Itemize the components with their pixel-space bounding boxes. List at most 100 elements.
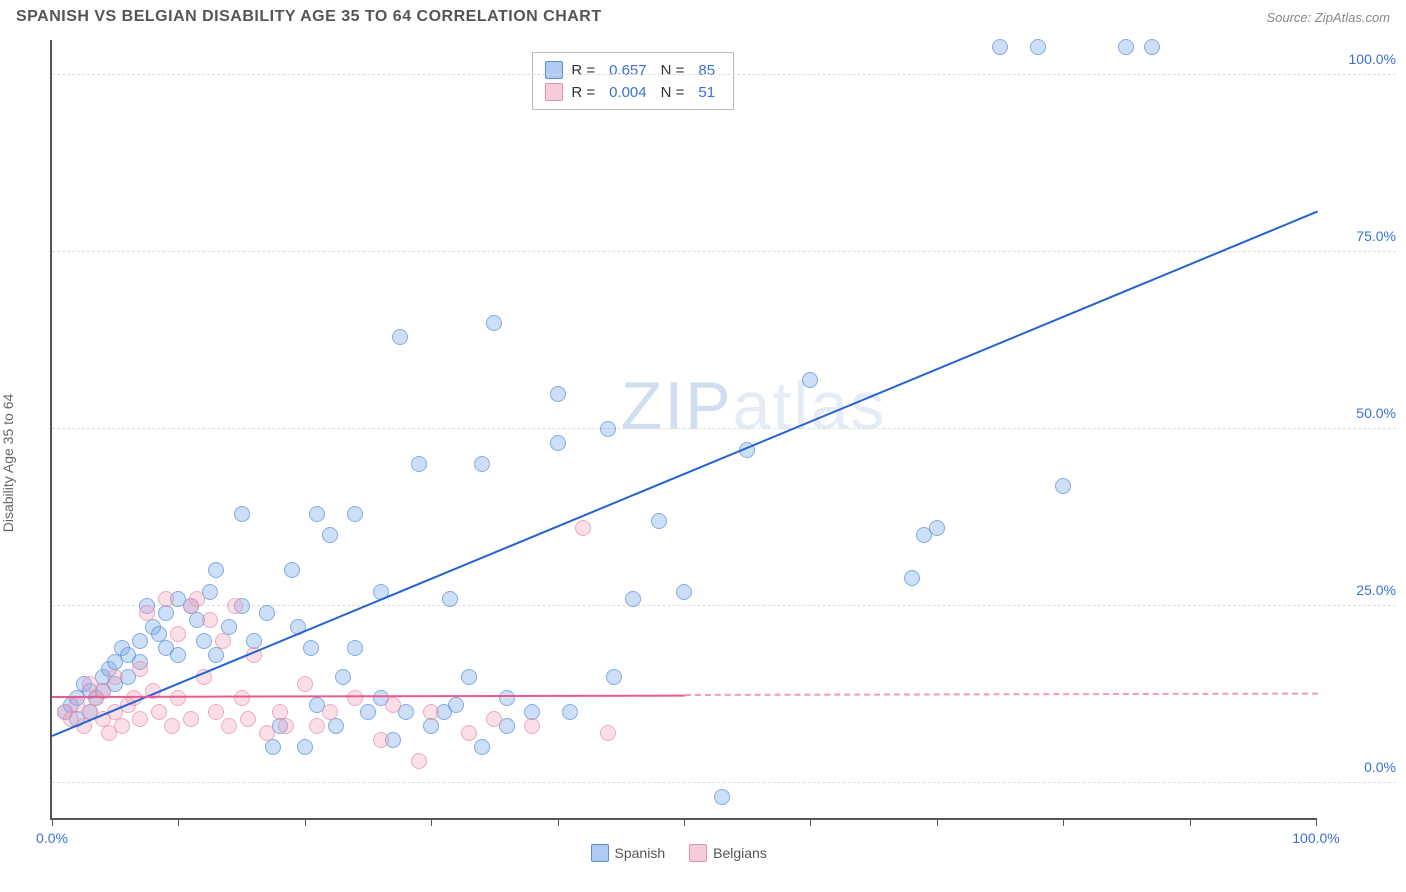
y-tick-label: 25.0% xyxy=(1356,582,1396,598)
data-point xyxy=(227,598,243,614)
data-point xyxy=(1030,39,1046,55)
data-point xyxy=(158,605,174,621)
y-tick-label: 50.0% xyxy=(1356,405,1396,421)
x-tick xyxy=(1190,818,1191,826)
data-point xyxy=(309,506,325,522)
data-point xyxy=(1144,39,1160,55)
n-value: 85 xyxy=(698,62,715,79)
data-point xyxy=(265,739,281,755)
series-legend: Spanish Belgians xyxy=(591,844,767,862)
gridline xyxy=(52,428,1396,429)
data-point xyxy=(423,718,439,734)
data-point xyxy=(347,640,363,656)
data-point xyxy=(373,732,389,748)
data-point xyxy=(575,520,591,536)
data-point xyxy=(114,718,130,734)
r-label: R = xyxy=(571,62,595,79)
gridline xyxy=(52,605,1396,606)
data-point xyxy=(486,315,502,331)
data-point xyxy=(170,626,186,642)
data-point xyxy=(606,669,622,685)
data-point xyxy=(499,690,515,706)
data-point xyxy=(221,718,237,734)
data-point xyxy=(474,739,490,755)
n-label: N = xyxy=(661,84,685,101)
legend-label: Belgians xyxy=(713,845,767,861)
data-point xyxy=(461,669,477,685)
data-point xyxy=(322,704,338,720)
trend-line xyxy=(685,693,1318,696)
data-point xyxy=(461,725,477,741)
data-point xyxy=(297,739,313,755)
data-point xyxy=(486,711,502,727)
data-point xyxy=(524,718,540,734)
trend-line xyxy=(52,694,685,697)
x-tick xyxy=(810,818,811,826)
data-point xyxy=(676,584,692,600)
data-point xyxy=(322,527,338,543)
x-tick xyxy=(1063,818,1064,826)
data-point xyxy=(802,372,818,388)
x-tick xyxy=(937,818,938,826)
data-point xyxy=(189,591,205,607)
y-tick-label: 75.0% xyxy=(1356,228,1396,244)
data-point xyxy=(929,520,945,536)
legend-item: Spanish xyxy=(591,844,666,862)
legend-swatch xyxy=(545,61,563,79)
data-point xyxy=(550,386,566,402)
data-point xyxy=(651,513,667,529)
data-point xyxy=(164,718,180,734)
data-point xyxy=(234,506,250,522)
data-point xyxy=(278,718,294,734)
source-label: Source: ZipAtlas.com xyxy=(1266,10,1390,25)
data-point xyxy=(550,435,566,451)
data-point xyxy=(474,456,490,472)
data-point xyxy=(158,591,174,607)
y-tick-label: 100.0% xyxy=(1349,51,1396,67)
data-point xyxy=(107,669,123,685)
data-point xyxy=(1118,39,1134,55)
n-value: 51 xyxy=(698,84,715,101)
data-point xyxy=(411,753,427,769)
gridline xyxy=(52,74,1396,75)
data-point xyxy=(132,711,148,727)
data-point xyxy=(448,697,464,713)
data-point xyxy=(392,329,408,345)
data-point xyxy=(347,506,363,522)
data-point xyxy=(562,704,578,720)
x-tick xyxy=(305,818,306,826)
r-value: 0.004 xyxy=(609,84,647,101)
data-point xyxy=(259,725,275,741)
data-point xyxy=(335,669,351,685)
data-point xyxy=(1055,478,1071,494)
data-point xyxy=(328,718,344,734)
data-point xyxy=(240,711,256,727)
data-point xyxy=(600,725,616,741)
data-point xyxy=(284,562,300,578)
data-point xyxy=(170,690,186,706)
header: SPANISH VS BELGIAN DISABILITY AGE 35 TO … xyxy=(0,0,1406,30)
x-tick-label: 100.0% xyxy=(1292,830,1339,846)
legend-swatch xyxy=(689,844,707,862)
x-tick-label: 0.0% xyxy=(36,830,68,846)
data-point xyxy=(132,661,148,677)
data-point xyxy=(215,633,231,649)
data-point xyxy=(208,562,224,578)
data-point xyxy=(442,591,458,607)
correlation-legend: R =0.657N =85R =0.004N =51 xyxy=(532,52,734,110)
data-point xyxy=(208,647,224,663)
data-point xyxy=(183,711,199,727)
data-point xyxy=(259,605,275,621)
x-tick xyxy=(684,818,685,826)
trend-line xyxy=(52,210,1319,737)
data-point xyxy=(625,591,641,607)
x-tick xyxy=(52,818,53,826)
data-point xyxy=(360,704,376,720)
data-point xyxy=(385,697,401,713)
data-point xyxy=(992,39,1008,55)
data-point xyxy=(196,633,212,649)
data-point xyxy=(411,456,427,472)
data-point xyxy=(309,718,325,734)
watermark-zip: ZIP xyxy=(621,368,733,444)
x-tick xyxy=(431,818,432,826)
